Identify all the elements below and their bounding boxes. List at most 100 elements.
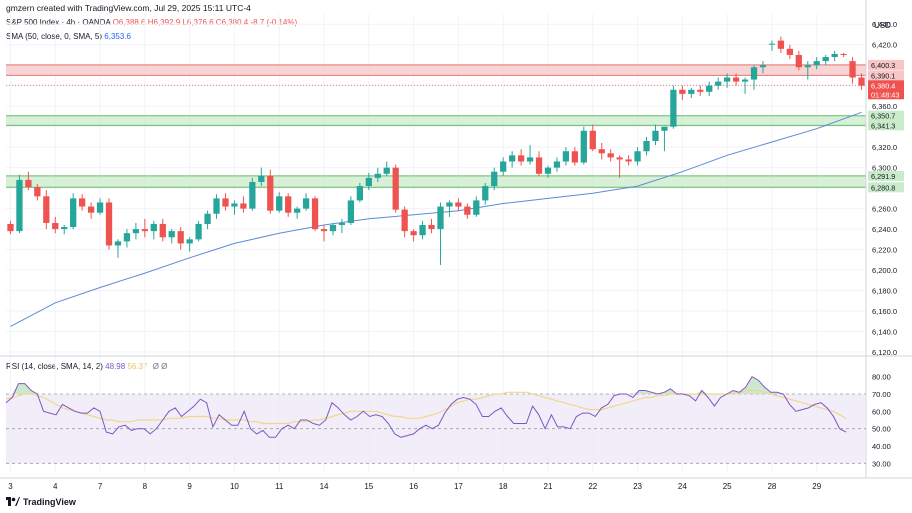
- candle-body[interactable]: [347, 200, 355, 223]
- sma-label[interactable]: SMA (50, close, 0, SMA, 5): [6, 32, 103, 41]
- candle-body[interactable]: [428, 224, 435, 230]
- candle-body[interactable]: [535, 157, 543, 174]
- candle-body[interactable]: [159, 223, 166, 238]
- candle-body[interactable]: [858, 77, 865, 86]
- candle-body[interactable]: [661, 126, 668, 131]
- candle-body[interactable]: [374, 173, 381, 178]
- candle-body[interactable]: [383, 167, 390, 174]
- candle-body[interactable]: [724, 77, 731, 82]
- candle-body[interactable]: [715, 81, 722, 86]
- candle-body[interactable]: [392, 167, 399, 210]
- candle-body[interactable]: [186, 239, 193, 244]
- candle-body[interactable]: [285, 196, 292, 213]
- candle-body[interactable]: [697, 89, 704, 92]
- candle-body[interactable]: [750, 67, 758, 80]
- candle-body[interactable]: [562, 151, 570, 162]
- candle-body[interactable]: [526, 157, 534, 162]
- candle-body[interactable]: [473, 200, 480, 215]
- candle-body[interactable]: [320, 229, 328, 232]
- candle-body[interactable]: [634, 151, 641, 162]
- candle-body[interactable]: [87, 206, 95, 213]
- candle-body[interactable]: [643, 141, 650, 152]
- candle-body[interactable]: [553, 161, 561, 168]
- candle-body[interactable]: [52, 222, 59, 230]
- candle-body[interactable]: [795, 54, 802, 68]
- candle-body[interactable]: [401, 209, 408, 232]
- candle-body[interactable]: [544, 167, 552, 174]
- candle-body[interactable]: [625, 159, 632, 162]
- candle-body[interactable]: [589, 130, 596, 150]
- candle-body[interactable]: [580, 130, 587, 163]
- candle-body[interactable]: [464, 206, 471, 215]
- candle-body[interactable]: [311, 198, 319, 230]
- candle-body[interactable]: [276, 196, 283, 211]
- candle-body[interactable]: [7, 223, 14, 232]
- candle-body[interactable]: [500, 161, 507, 172]
- candle-body[interactable]: [831, 53, 838, 58]
- candle-body[interactable]: [688, 89, 695, 94]
- candle-body[interactable]: [652, 130, 659, 142]
- candle-body[interactable]: [679, 89, 686, 94]
- rsi-label[interactable]: RSI (14, close, SMA, 14, 2): [6, 362, 103, 371]
- candle-body[interactable]: [706, 85, 713, 92]
- candle-body[interactable]: [786, 48, 793, 55]
- candle-body[interactable]: [455, 202, 462, 207]
- candle-body[interactable]: [777, 40, 785, 49]
- candle-body[interactable]: [759, 65, 767, 68]
- candle-body[interactable]: [849, 61, 856, 78]
- candle-body[interactable]: [132, 229, 140, 234]
- candle-body[interactable]: [437, 206, 444, 230]
- candle-body[interactable]: [607, 153, 614, 158]
- candle-body[interactable]: [517, 155, 525, 162]
- candle-body[interactable]: [168, 231, 175, 238]
- candle-body[interactable]: [356, 186, 363, 201]
- candle-body[interactable]: [123, 233, 131, 242]
- candle-body[interactable]: [302, 198, 310, 209]
- candle-body[interactable]: [813, 61, 820, 66]
- candle-body[interactable]: [571, 151, 578, 163]
- candle-body[interactable]: [240, 203, 247, 209]
- candle-body[interactable]: [61, 227, 68, 230]
- candle-body[interactable]: [204, 213, 211, 224]
- candle-body[interactable]: [43, 196, 50, 223]
- candle-body[interactable]: [105, 202, 113, 246]
- candle-body[interactable]: [365, 177, 372, 187]
- candle-body[interactable]: [249, 181, 256, 209]
- candle-body[interactable]: [195, 223, 202, 240]
- candle-body[interactable]: [267, 175, 274, 211]
- candle-body[interactable]: [410, 231, 417, 236]
- candle-body[interactable]: [491, 171, 498, 187]
- candle-body[interactable]: [114, 241, 122, 246]
- candle-body[interactable]: [419, 224, 426, 236]
- candle-body[interactable]: [338, 222, 346, 225]
- candle-body[interactable]: [70, 198, 77, 228]
- candle-body[interactable]: [213, 198, 220, 214]
- candle-body[interactable]: [509, 155, 516, 162]
- candle-body[interactable]: [616, 157, 623, 160]
- candle-body[interactable]: [446, 202, 453, 207]
- candle-body[interactable]: [482, 186, 489, 201]
- candle-body[interactable]: [16, 179, 23, 232]
- candle-body[interactable]: [804, 65, 811, 68]
- candle-body[interactable]: [732, 77, 740, 82]
- candle-body[interactable]: [79, 198, 86, 207]
- candle-body[interactable]: [141, 229, 148, 232]
- candle-body[interactable]: [96, 202, 104, 213]
- candle-body[interactable]: [840, 53, 847, 55]
- candle-body[interactable]: [670, 89, 677, 127]
- candle-body[interactable]: [25, 179, 32, 188]
- symbol-name[interactable]: S&P 500 Index · 4h · OANDA: [6, 18, 111, 27]
- candle-body[interactable]: [768, 43, 776, 45]
- candle-body[interactable]: [150, 223, 157, 232]
- candle-body[interactable]: [34, 187, 41, 197]
- candle-body[interactable]: [822, 57, 829, 62]
- candle-body[interactable]: [258, 175, 265, 182]
- candle-body[interactable]: [329, 224, 337, 232]
- candle-body[interactable]: [598, 149, 605, 154]
- candle-body[interactable]: [741, 79, 749, 82]
- candle-body[interactable]: [177, 231, 184, 244]
- candle-body[interactable]: [231, 203, 238, 207]
- candle-body[interactable]: [294, 208, 301, 213]
- candle-body[interactable]: [222, 198, 229, 207]
